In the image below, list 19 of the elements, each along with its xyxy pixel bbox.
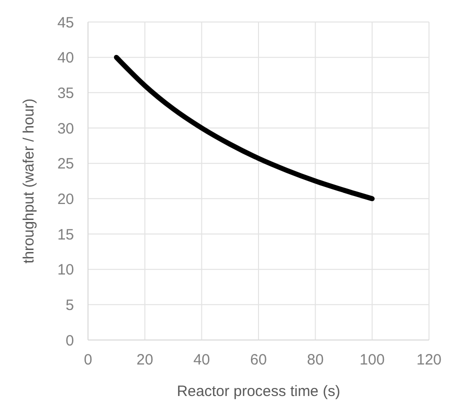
y-tick-label: 35 (57, 84, 74, 102)
x-axis-title: Reactor process time (s) (176, 383, 340, 400)
x-tick-label: 40 (193, 352, 210, 369)
y-tick-label: 15 (57, 226, 74, 244)
y-axis-title: throughput (wafer / hour) (20, 98, 38, 264)
y-tick-label: 10 (57, 262, 74, 279)
y-tick-label: 40 (57, 50, 74, 67)
x-tick-label: 60 (250, 352, 267, 369)
x-tick-label: 100 (360, 352, 385, 369)
x-tick-label: 120 (416, 352, 442, 369)
y-tick-label: 20 (57, 190, 74, 208)
y-tick-label: 25 (57, 156, 74, 173)
y-tick-label: 30 (57, 120, 74, 138)
y-tick-label: 0 (66, 332, 74, 350)
x-tick-label: 0 (84, 352, 92, 369)
x-tick-label: 80 (306, 352, 324, 369)
y-tick-label: 5 (66, 296, 74, 314)
y-tick-label: 45 (57, 14, 74, 32)
x-tick-label: 20 (136, 352, 154, 369)
